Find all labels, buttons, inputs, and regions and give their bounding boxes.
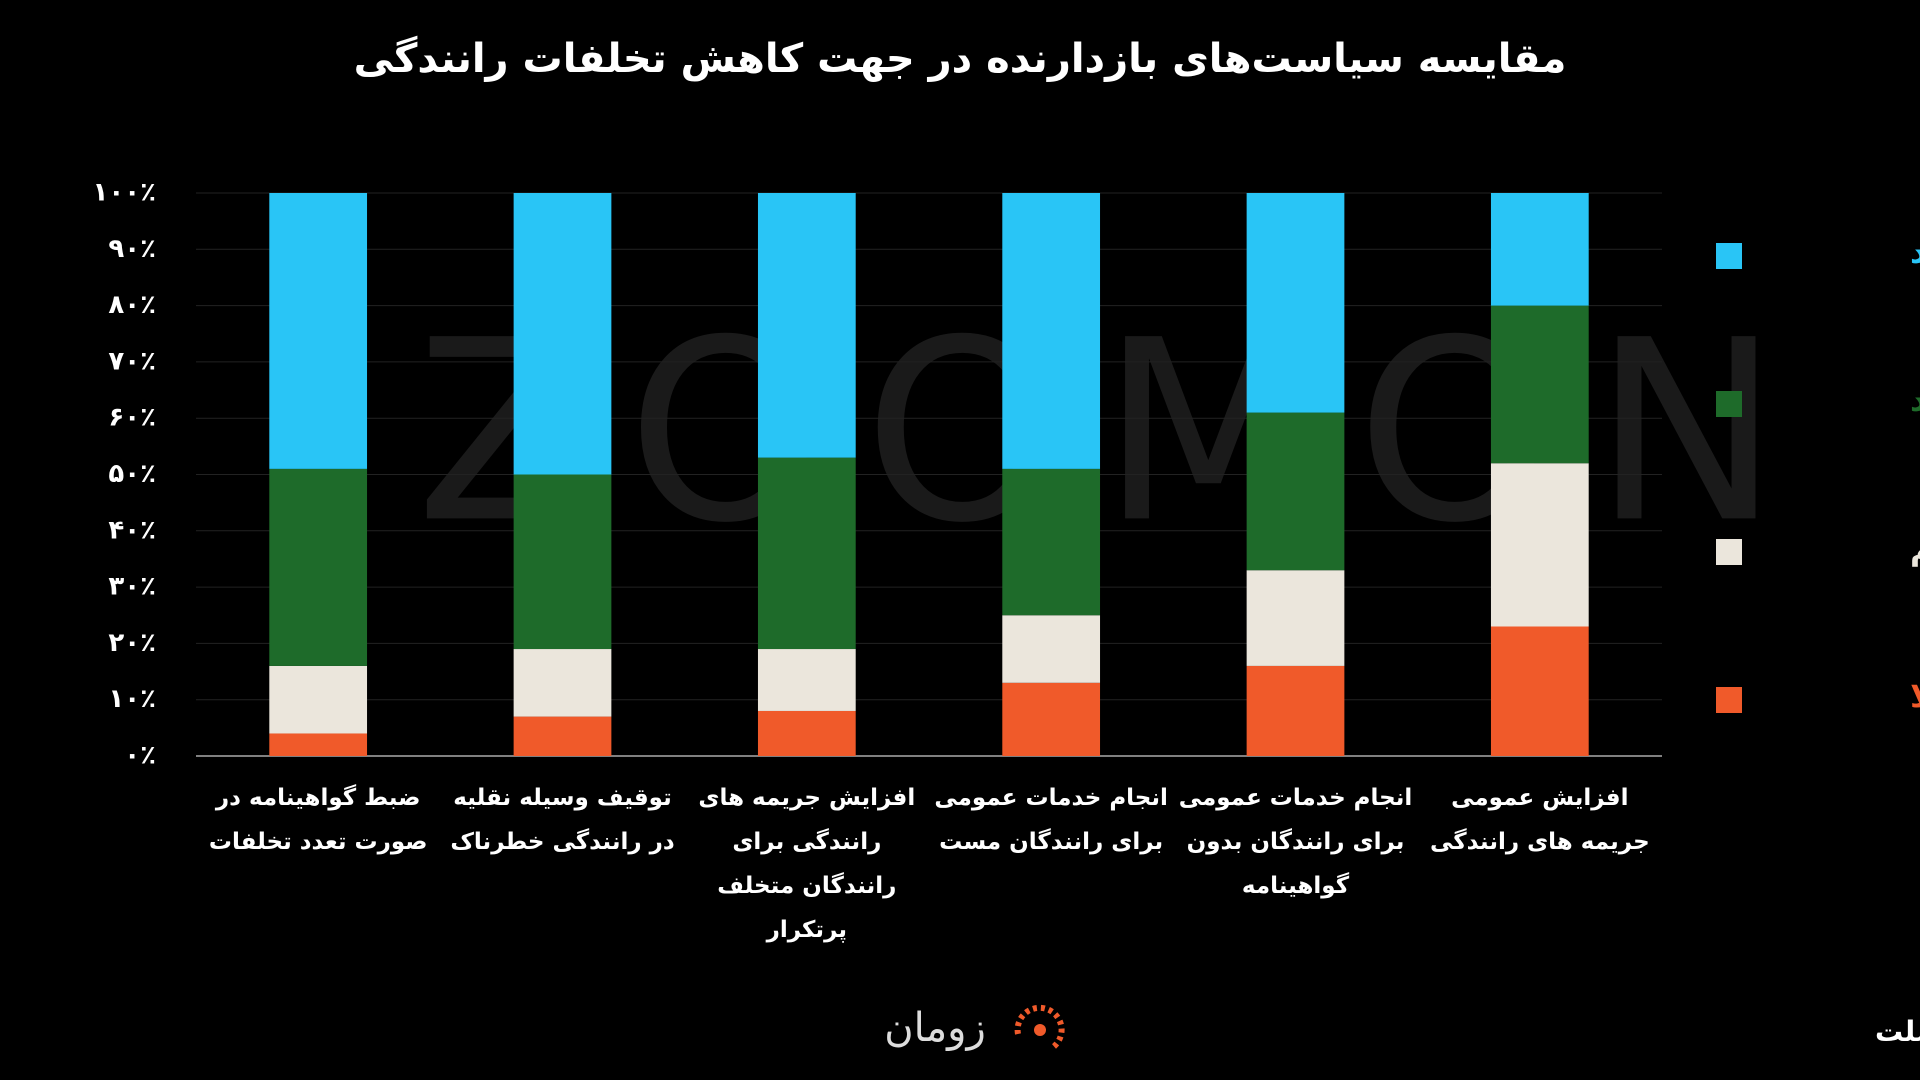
bar-segment (757, 193, 856, 458)
bar-segment (1002, 615, 1101, 683)
bar-segment (269, 733, 368, 756)
logo-ring (1014, 1004, 1065, 1051)
bar-segment (1002, 468, 1101, 616)
legend-swatch (1716, 687, 1742, 713)
watermark: ZOOMON (416, 286, 1820, 577)
bar-segment (1246, 570, 1345, 666)
bar-segment (513, 474, 612, 650)
bar-segment (1490, 193, 1589, 306)
legend-label: خیلی زیاد (1910, 233, 1920, 271)
y-tick-label: ۵۰٪ (108, 459, 156, 489)
logo-icon (1014, 1004, 1065, 1051)
legend-label: اصلا (1910, 677, 1920, 715)
legend-swatch (1716, 243, 1742, 269)
bar-segment (1490, 463, 1589, 627)
bar-segment (513, 716, 612, 756)
y-tick-label: ۳۰٪ (108, 572, 156, 602)
y-tick-label: ۴۰٪ (108, 515, 156, 545)
legend-label: زیاد (1910, 381, 1920, 419)
bar-segment (1246, 665, 1345, 756)
y-tick-label: ۶۰٪ (108, 403, 156, 433)
bar-segment (1490, 305, 1589, 464)
y-tick-label: ۹۰٪ (108, 234, 156, 264)
bar-segment (513, 649, 612, 717)
bar-segment (269, 468, 368, 666)
x-tick-label: انجام خدمات عمومی برای رانندگان مست (934, 785, 1168, 855)
legend-label: کم (1910, 529, 1920, 567)
bar-segment (1490, 626, 1589, 756)
y-tick-label: ۲۰٪ (108, 628, 156, 658)
x-tick-label: توقیف وسیله نقلیه در رانندگی خطرناک (450, 785, 675, 855)
y-tick-label: ۱۰۰٪ (93, 178, 156, 208)
y-tick-label: ۰٪ (124, 741, 156, 771)
bar-segment (1246, 412, 1345, 571)
legend-swatch (1716, 391, 1742, 417)
logo-dot (1034, 1024, 1046, 1036)
x-tick-label: انجام خدمات عمومی برای رانندگان بدون گوا… (1178, 785, 1413, 899)
bar-segment (757, 457, 856, 650)
bar-segment (269, 665, 368, 734)
y-tick-label: ۱۰٪ (108, 684, 156, 714)
chart-title: مقایسه سیاست‌های بازدارنده در جهت کاهش ت… (354, 35, 1567, 82)
bar-segment (1002, 193, 1101, 469)
legend-swatch (1716, 539, 1742, 565)
bar-segment (269, 193, 368, 469)
y-tick-label: ۷۰٪ (108, 346, 156, 376)
x-tick-label: ضبط گواهینامه در صورت تعدد تخلفات (208, 785, 428, 855)
x-tick-label: افزایش جریمه های رانندگی برای رانندگان م… (698, 785, 916, 943)
bar-segment (757, 649, 856, 711)
bar-segment (757, 710, 856, 756)
logo: زومان (884, 1005, 986, 1051)
bar-segment (513, 193, 612, 475)
y-tick-label: ۸۰٪ (108, 290, 156, 320)
source: منبع: موسسه افکارسنجی ملت (1875, 1015, 1920, 1048)
x-tick-label: افزایش عمومی جریمه های رانندگی (1430, 785, 1650, 855)
bar-segment (1002, 682, 1101, 756)
bar-segment (1246, 193, 1345, 413)
